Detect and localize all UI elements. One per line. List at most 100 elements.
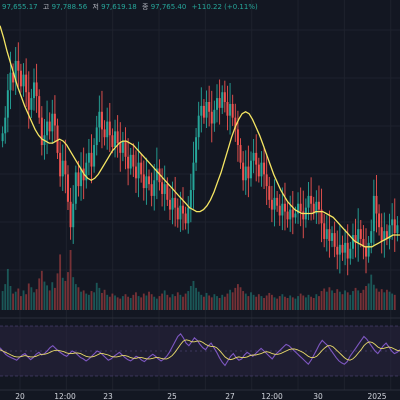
volume-bar (90, 291, 93, 310)
volume-bar (291, 297, 294, 310)
volume-bar (85, 293, 88, 310)
volume-bar (236, 284, 239, 310)
candle-body (95, 127, 98, 146)
candle-body (153, 180, 156, 196)
candle-body (74, 172, 77, 204)
candle-body (236, 129, 239, 146)
volume-bar (393, 294, 396, 310)
candle-body (378, 213, 381, 228)
volume-bar (137, 296, 140, 310)
volume-bar (325, 291, 328, 310)
candle-body (116, 131, 119, 144)
candle-body (64, 160, 67, 175)
candle-body (53, 113, 56, 126)
volume-bar (338, 291, 341, 310)
volume-bar (51, 282, 54, 310)
volume-bar (247, 296, 250, 310)
low-label: 저 (92, 2, 98, 11)
change-value: +110.22 (+0.11%) (192, 3, 258, 11)
candle-body (187, 207, 190, 224)
volume-bar (77, 287, 80, 310)
candle-body (231, 103, 234, 118)
volume-bar (234, 287, 237, 310)
candle-body (111, 135, 114, 147)
candle-body (163, 184, 166, 194)
volume-bar (46, 285, 48, 310)
candle-body (281, 203, 284, 216)
volume-bar (179, 294, 182, 310)
candle-body (100, 111, 103, 130)
candle-body (182, 205, 184, 214)
candle-body (367, 242, 370, 257)
candle-body (90, 152, 93, 167)
candle-body (297, 203, 300, 214)
volume-bar (43, 281, 46, 310)
x-tick-label: 20 (15, 392, 25, 400)
oscillator-signal-line (0, 339, 400, 361)
volume-bar (362, 289, 365, 310)
volume-bar (270, 294, 273, 310)
volume-bar (59, 254, 62, 310)
candle-body (328, 229, 331, 241)
volume-bar (260, 296, 263, 310)
volume-bar (150, 294, 153, 310)
candle-body (189, 190, 192, 208)
volume-bar (106, 294, 109, 310)
volume-bar (27, 283, 30, 310)
volume-bar (239, 287, 242, 310)
candle-body (216, 98, 218, 110)
volume-bar (25, 294, 28, 310)
candle-body (391, 219, 394, 226)
candle-body (25, 74, 28, 93)
candle-body (30, 98, 33, 110)
candle-body (283, 203, 286, 212)
volume-bar (346, 292, 349, 310)
candle-body (106, 121, 109, 138)
volume-bar (383, 292, 386, 310)
volume-bar (48, 290, 51, 310)
volume-bar (87, 294, 90, 310)
candle-body (145, 176, 148, 189)
volume-bar (333, 292, 336, 310)
candle-body (195, 137, 198, 163)
volume-bar (286, 298, 289, 310)
volume-bar (265, 295, 268, 310)
candle-body (108, 121, 111, 136)
volume-bar (372, 284, 375, 310)
candle-body (317, 201, 320, 210)
candle-body (12, 72, 15, 83)
volume-bar (155, 298, 158, 310)
candle-body (255, 152, 258, 165)
volume-bar (127, 296, 130, 310)
volume-bar (135, 292, 137, 310)
volume-bar (210, 297, 213, 310)
volume-bar (302, 295, 305, 310)
volume-bar (336, 289, 339, 310)
volume-bar (226, 293, 229, 310)
close-value: 97,765.40 (151, 3, 187, 11)
candle-body (48, 121, 51, 132)
volume-bar (74, 284, 77, 310)
volume-bar (187, 291, 190, 310)
high-label: 고 (43, 3, 50, 11)
volume-bar (208, 295, 211, 310)
moving-average-layer (0, 25, 400, 248)
candle-body (221, 92, 224, 108)
volume-bar (103, 289, 106, 310)
volume-bar (328, 287, 331, 310)
candle-body (263, 162, 266, 175)
volume-bar (365, 286, 367, 310)
candle-body (289, 209, 292, 220)
candle-body (291, 209, 294, 218)
volume-bar (263, 298, 265, 310)
volume-bar (341, 294, 344, 310)
volume-bar (98, 287, 101, 310)
candle-body (357, 229, 360, 243)
volume-bar (354, 287, 357, 310)
candle-body (127, 156, 130, 169)
candle-body (140, 162, 143, 175)
candle-body (17, 60, 20, 71)
close-label: 종 (142, 3, 149, 11)
volume-bar (108, 296, 111, 310)
